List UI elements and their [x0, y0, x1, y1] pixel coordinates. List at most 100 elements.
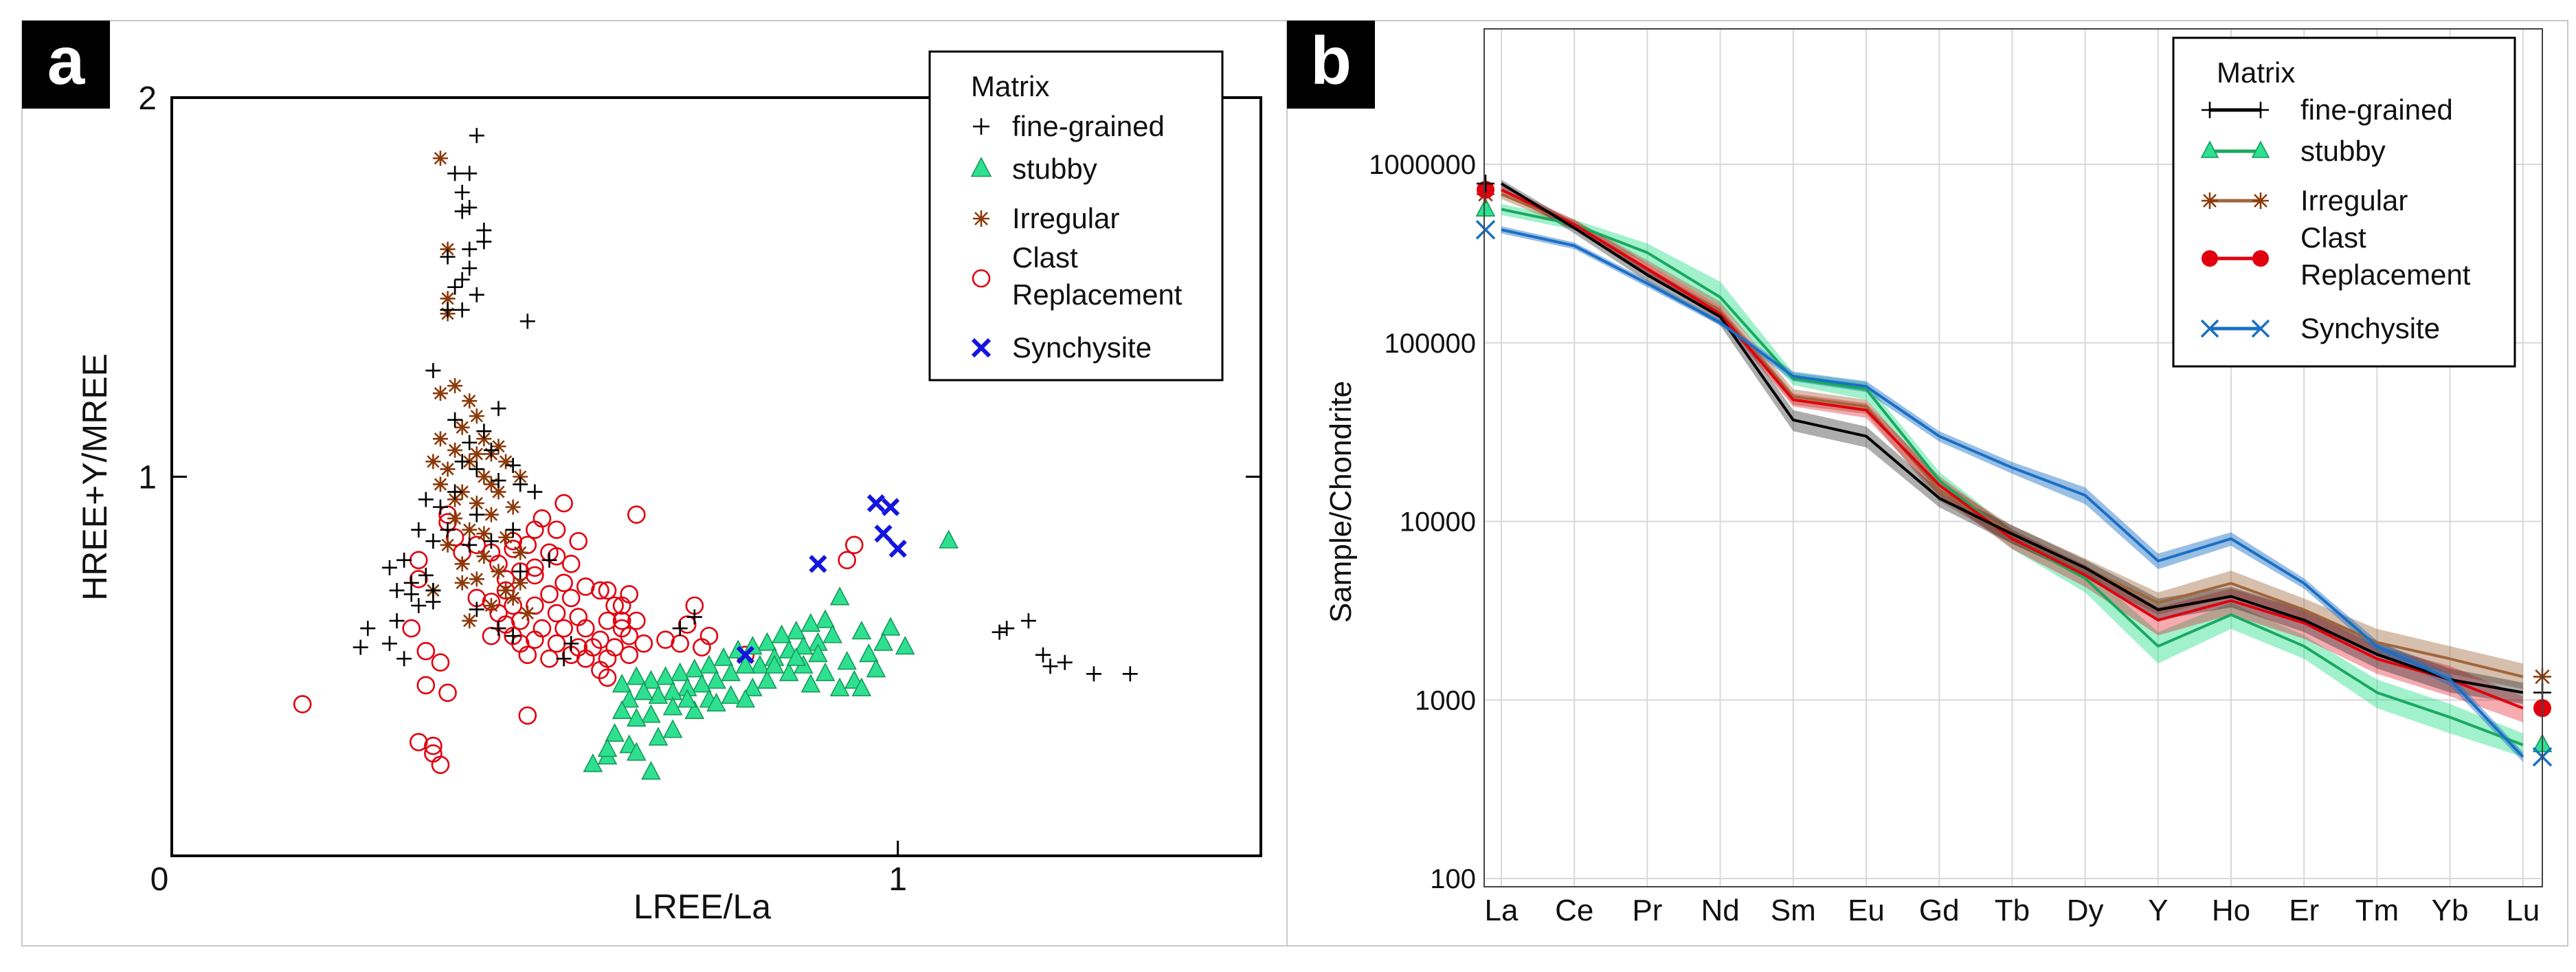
data-point-stubby [641, 761, 661, 780]
data-point-clast [569, 531, 588, 551]
data-point-stubby [641, 670, 661, 689]
legend-a-label: Clast [1012, 241, 1078, 274]
data-point-stubby [829, 677, 850, 696]
data-point-stubby [793, 636, 814, 655]
data-point-fine [491, 621, 506, 637]
data-point-irregular [440, 241, 456, 257]
data-point-fine [454, 454, 470, 470]
x-axis-label-a: LREE/La [634, 887, 771, 926]
data-point-fine [1020, 613, 1036, 629]
legend-a-marker-fine [973, 118, 989, 135]
x-tick-label-b: Sm [1771, 894, 1816, 927]
data-point-stubby [648, 685, 669, 704]
legend-b-swatch-irregular [2202, 192, 2269, 209]
legend-b-swatch-synch [2200, 319, 2270, 338]
data-point-stubby [800, 674, 821, 693]
legend-a-title: Matrix [971, 70, 1049, 102]
data-point-clast [598, 581, 617, 600]
data-point-fine [432, 499, 448, 515]
legend-b-marker-synch [2200, 319, 2219, 338]
data-point-clast [416, 641, 436, 661]
data-point-fine [382, 636, 397, 652]
data-point-stubby [735, 654, 756, 674]
data-point-stubby [873, 632, 893, 651]
data-point-fine [1086, 666, 1101, 682]
data-point-fine [454, 302, 470, 318]
legend-b-marker-synch [2251, 319, 2270, 338]
data-point-clast [424, 736, 443, 755]
data-point-irregular [462, 522, 478, 538]
data-point-fine [469, 601, 484, 617]
data-point-fine [447, 484, 463, 500]
data-point-fine [454, 272, 470, 287]
data-point-irregular [447, 378, 463, 394]
data-point-fine [1122, 666, 1138, 682]
data-point-irregular [469, 571, 484, 587]
data-point-clast [656, 630, 675, 649]
y-tick-label-a: 1 [138, 460, 157, 496]
data-point-irregular [440, 537, 456, 553]
data-point-irregular [505, 590, 521, 606]
data-point-clast [627, 505, 646, 524]
legend-b-label: stubby [2300, 135, 2386, 167]
data-point-stubby [626, 666, 647, 685]
data-point-irregular [483, 476, 499, 492]
data-point-irregular [476, 549, 492, 564]
data-point-stubby [721, 662, 741, 681]
data-point-clast [620, 585, 639, 604]
data-point-irregular [440, 461, 456, 477]
data-point-stubby [786, 647, 807, 666]
data-point-fine [505, 522, 521, 538]
data-point-stubby [597, 738, 618, 758]
data-point-stubby [829, 586, 850, 606]
data-point-stubby [656, 666, 675, 685]
data-point-fine [382, 560, 397, 575]
data-point-stubby [772, 624, 792, 643]
legend-b-swatch-stubby [2200, 140, 2270, 158]
legend-b-label: Synchysite [2300, 312, 2440, 344]
data-point-stubby [699, 654, 719, 674]
data-point-stubby [750, 654, 770, 674]
y-tick-label-a: 2 [138, 80, 157, 117]
data-point-irregular [432, 151, 448, 166]
data-point-irregular [476, 526, 492, 542]
data-point-stubby [670, 662, 690, 681]
band-stubby [1501, 203, 2523, 758]
series-fine [352, 128, 1138, 682]
data-point-stubby [779, 662, 799, 681]
y-tick-label-b: 100000 [1385, 329, 1476, 359]
data-point-clast [699, 626, 719, 645]
data-point-irregular [483, 598, 499, 614]
data-point-fine [1042, 659, 1058, 674]
data-point-stubby [757, 670, 777, 689]
data-point-clast [605, 596, 624, 615]
axis-ticks-b: La Ce Pr Nd Sm Eu Gd Tb Dy Y Ho Er Tm Yb Lu 100 1000 1000… [1369, 150, 2540, 927]
panel-a-label: a [47, 23, 86, 98]
data-point-clast [555, 494, 573, 513]
data-point-irregular [432, 431, 448, 447]
x-tick-label-b: Y [2148, 894, 2168, 927]
x-tick-label-b: Gd [1919, 894, 1960, 927]
legend-b-label: Replacement [2300, 258, 2471, 291]
data-point-fine [418, 567, 434, 583]
data-point-clast [540, 649, 559, 668]
data-point-clast [526, 630, 544, 649]
data-point-stubby [895, 636, 915, 655]
data-point-stubby [612, 674, 632, 693]
data-point-irregular [462, 613, 478, 629]
data-point-fine [389, 613, 405, 629]
panel-b: b La Ce Pr Nd Sm Eu Gd Tb Dy Y Ho Er Tm Yb Lu 100 1000 10… [1287, 21, 2553, 927]
x-tick-label-a: 0 [150, 861, 169, 898]
data-point-fine [469, 461, 484, 477]
data-point-stubby [662, 719, 683, 738]
data-point-irregular [440, 291, 456, 307]
data-point-fine [483, 442, 499, 458]
data-point-clast [576, 577, 595, 596]
data-point-fine [541, 552, 557, 568]
panel-a-tag [22, 21, 110, 109]
end-marker-fine [1477, 175, 1494, 193]
data-point-fine [454, 203, 470, 219]
data-point-fine [447, 412, 463, 428]
data-point-clast [293, 695, 312, 714]
data-point-fine [396, 552, 412, 568]
